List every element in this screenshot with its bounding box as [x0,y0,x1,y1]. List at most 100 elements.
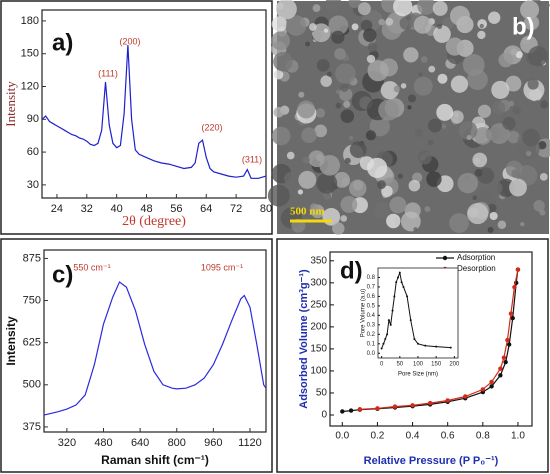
grain [417,0,436,15]
grain [522,128,540,147]
marker [506,342,512,347]
y-axis-label: Intensity [4,316,18,366]
x-tick-label: 50 [396,362,403,368]
grain [369,116,390,137]
x-tick-label: 56 [170,203,182,215]
grain [509,178,527,197]
marker [501,355,507,360]
grain [432,0,448,16]
marker [489,379,494,385]
y-tick-label: 50 [316,388,328,399]
y-tick-label: 60 [27,146,39,158]
grain [325,0,342,12]
grain [273,69,284,80]
plot-frame [41,9,267,199]
x-tick-label: 480 [94,437,112,449]
grain [271,16,288,32]
y-tick-label: 350 [310,255,327,266]
marker [340,409,345,414]
inset-marker [384,338,387,341]
grain [332,222,345,235]
x-axis-label: Raman shift (cm⁻¹) [101,453,209,467]
inset-marker [380,347,383,350]
grain [365,130,376,141]
grain [351,23,359,31]
grain [298,91,305,98]
grain [340,195,358,213]
grain [380,81,399,100]
x-tick-label: 48 [140,203,152,215]
data-line [43,281,267,416]
grain [436,103,454,121]
inset-marker [406,295,409,298]
x-tick-label: 0.4 [406,431,420,442]
y-tick-label: 875 [23,252,41,264]
grain [366,54,376,64]
x-tick-label: 1120 [238,437,262,449]
grain [316,58,330,72]
grain [525,150,532,157]
x-tick-label: 0 [380,362,384,368]
grain [407,105,412,110]
grain [487,226,494,234]
grain [326,71,332,77]
x-tick-label: 0.8 [476,431,490,442]
grain [319,154,341,176]
grain [275,0,297,20]
grain [450,110,464,124]
grain [449,213,469,233]
y-tick-label: 30 [27,179,39,191]
grain [413,76,433,96]
grain [381,185,393,198]
grain [457,172,478,194]
grain [491,101,506,115]
grain [323,28,329,33]
marker [427,400,433,406]
grain [428,118,442,133]
grain [334,171,350,188]
grain [472,195,477,201]
y-tick-label: 100 [310,366,327,377]
x-tick-label: 0.2 [370,431,384,442]
y-tick-label: 90 [27,113,39,125]
panel-label: c) [52,261,73,288]
peak-annotation: 550 cm⁻¹ [73,262,110,272]
grain [438,120,452,134]
grain [539,209,546,216]
marker [508,311,514,316]
grain [305,41,311,47]
marker [375,406,380,411]
grain [343,100,351,108]
marker [348,408,354,413]
marker [498,366,503,371]
marker [410,403,415,408]
peak-annotation: 1095 cm⁻¹ [201,262,243,272]
x-tick-label: 1.0 [511,431,525,442]
grain [513,18,519,24]
grain [445,37,464,56]
peak-annotation: (311) [242,154,262,164]
y-tick-label: 200 [310,322,327,333]
grain [523,14,540,31]
peak-annotation: (111) [98,68,118,78]
x-tick-label: 0.0 [335,431,349,442]
grain [297,189,304,195]
grain [302,156,310,164]
grain [397,173,404,179]
grain [433,25,451,43]
grain [497,220,507,229]
marker [515,267,521,272]
grain [367,42,378,53]
grain [511,169,521,179]
grain [351,90,372,112]
legend-marker [442,255,448,261]
inset-marker [417,342,419,345]
x-tick-label: 32 [81,203,93,215]
grain [491,80,510,100]
grain [273,106,285,118]
grain [312,4,321,12]
grain [527,78,539,90]
x-axis-label: Pore Size (nm) [398,372,438,378]
y-tick-label: 0.4 [367,313,376,319]
grain [420,56,428,63]
